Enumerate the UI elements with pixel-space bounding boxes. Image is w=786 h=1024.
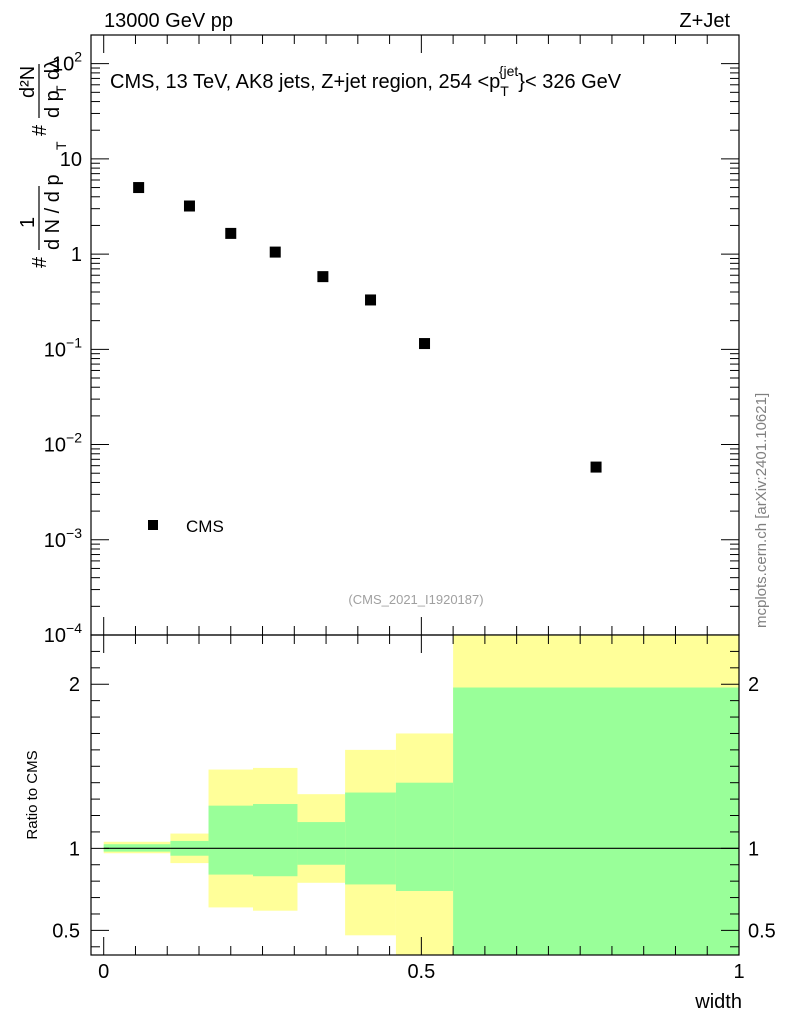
data-point — [133, 182, 145, 194]
ratio-frame — [90, 634, 740, 956]
data-point — [183, 200, 195, 212]
plot-title-sub: T — [500, 83, 509, 99]
data-point — [365, 294, 377, 306]
ratio-bands — [103, 635, 739, 955]
y-tick-label: 10−4 — [44, 620, 82, 647]
ylabel-hash-1: # — [29, 256, 51, 268]
y-tick-label: 10−3 — [44, 525, 82, 552]
ratio-x-ticks: 0 0.5 1 — [98, 635, 745, 983]
ratio-band-green — [297, 822, 346, 865]
ylabel-frac2-den: d p — [42, 90, 64, 118]
y-tick-label: 10 — [60, 149, 82, 171]
legend-marker — [148, 520, 158, 530]
ratio-band-green — [345, 792, 396, 885]
ylabel-hash-2: # — [29, 124, 51, 136]
main-y-tick-labels: 102 10 1 10−1 10−2 10−3 10−4 — [44, 49, 82, 647]
ylabel-lambda: dλ — [42, 59, 64, 80]
ylabel-frac1-num: 1 — [17, 217, 39, 228]
main-data-points — [133, 182, 602, 473]
ratio-y-axis-label: Ratio to CMS — [24, 750, 41, 839]
x-tick-label: 0.5 — [407, 961, 435, 983]
y-tick-label: 1 — [71, 244, 82, 266]
y-tick-label: 10−1 — [44, 334, 82, 361]
main-y-axis-label: # 1 d N / d p T # d²N d p T dλ — [17, 59, 69, 268]
ylabel-frac1-sub: T — [53, 141, 69, 150]
main-y-ticks — [91, 34, 739, 636]
ratio-band-green — [253, 804, 298, 877]
main-panel: 102 10 1 10−1 10−2 10−3 10−4 CMS, 13 TeV, AK8 … — [44, 34, 740, 647]
x-tick-label: 1 — [733, 961, 744, 983]
data-point — [269, 246, 281, 258]
plot-title-suffix: }< 326 GeV — [518, 71, 622, 93]
data-point — [590, 461, 602, 473]
data-point — [225, 227, 237, 239]
ylabel-frac1-den: d N / d p — [42, 174, 64, 250]
ratio-y-tick-label-right: 1 — [748, 838, 759, 860]
ylabel-frac2-sub: T — [53, 85, 69, 94]
main-x-ticks — [103, 35, 740, 635]
plot-title-sup: {jet — [499, 63, 519, 79]
plot-title-prefix: CMS, 13 TeV, AK8 jets, Z+jet region, 254… — [110, 71, 500, 93]
legend-label: CMS — [186, 517, 224, 536]
ylabel-frac2-num: d²N — [17, 66, 39, 98]
analysis-watermark: (CMS_2021_I1920187) — [348, 592, 483, 607]
ratio-band-green — [453, 687, 739, 955]
data-point — [419, 338, 431, 350]
data-point — [317, 271, 329, 283]
main-frame — [90, 34, 740, 636]
header-left-label: 13000 GeV pp — [104, 10, 233, 32]
ratio-band-green — [208, 805, 253, 875]
header-right-label: Z+Jet — [679, 10, 730, 32]
y-tick-label: 102 — [52, 49, 82, 76]
x-tick-label: 0 — [98, 961, 109, 983]
ratio-y-tick-label-left: 2 — [69, 674, 80, 696]
ratio-y-tick-label-left: 1 — [69, 838, 80, 860]
ratio-y-tick-label-right: 2 — [748, 674, 759, 696]
plot-title: CMS, 13 TeV, AK8 jets, Z+jet region, 254… — [110, 63, 622, 99]
x-axis-label: width — [694, 991, 742, 1013]
ratio-y-ticks: 0.5 0.5 1 1 2 2 — [52, 650, 776, 948]
ratio-panel: 0.5 0.51 12 2 0 0.5 1 — [52, 634, 776, 983]
ratio-band-green — [395, 782, 454, 891]
ratio-y-tick-label-left: 0.5 — [52, 920, 80, 942]
ratio-y-tick-label-right: 0.5 — [748, 920, 776, 942]
y-tick-label: 10−2 — [44, 430, 82, 457]
side-source-label: mcplots.cern.ch [arXiv:2401.10621] — [753, 393, 770, 628]
